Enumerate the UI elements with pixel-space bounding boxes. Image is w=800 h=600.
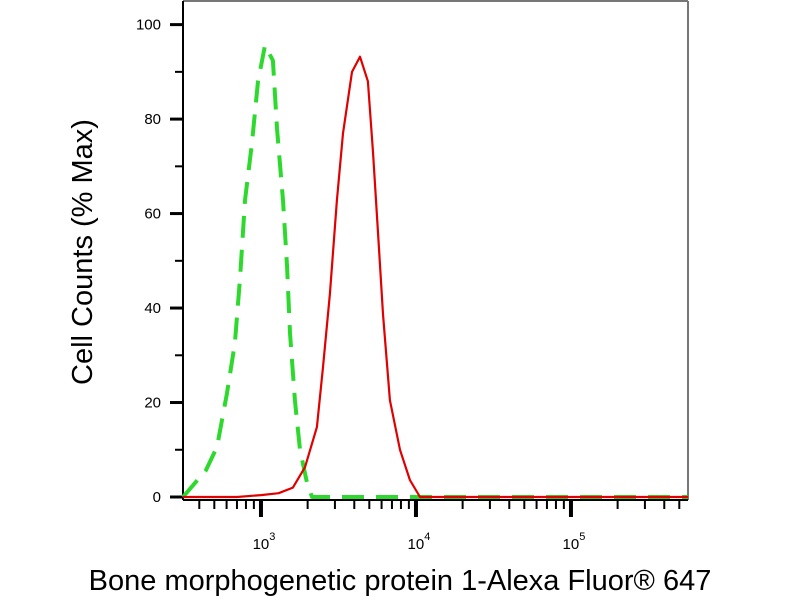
y-tick-label: 20 bbox=[144, 395, 161, 412]
x-tick-label: 103 bbox=[253, 531, 276, 553]
y-tick-label: 80 bbox=[144, 111, 161, 128]
x-tick-label: 105 bbox=[563, 531, 586, 553]
control-histogram-line bbox=[181, 43, 688, 499]
x-axis-title: Bone morphogenetic protein 1-Alexa Fluor… bbox=[89, 565, 712, 597]
sample-histogram-line bbox=[183, 55, 688, 499]
x-tick-label: 104 bbox=[408, 531, 431, 553]
y-tick-label: 0 bbox=[153, 489, 161, 506]
y-tick-label: 40 bbox=[144, 300, 161, 317]
y-tick-label: 100 bbox=[136, 17, 161, 34]
y-tick-label: 60 bbox=[144, 206, 161, 223]
y-axis-title: Cell Counts (% Max) bbox=[67, 119, 99, 385]
